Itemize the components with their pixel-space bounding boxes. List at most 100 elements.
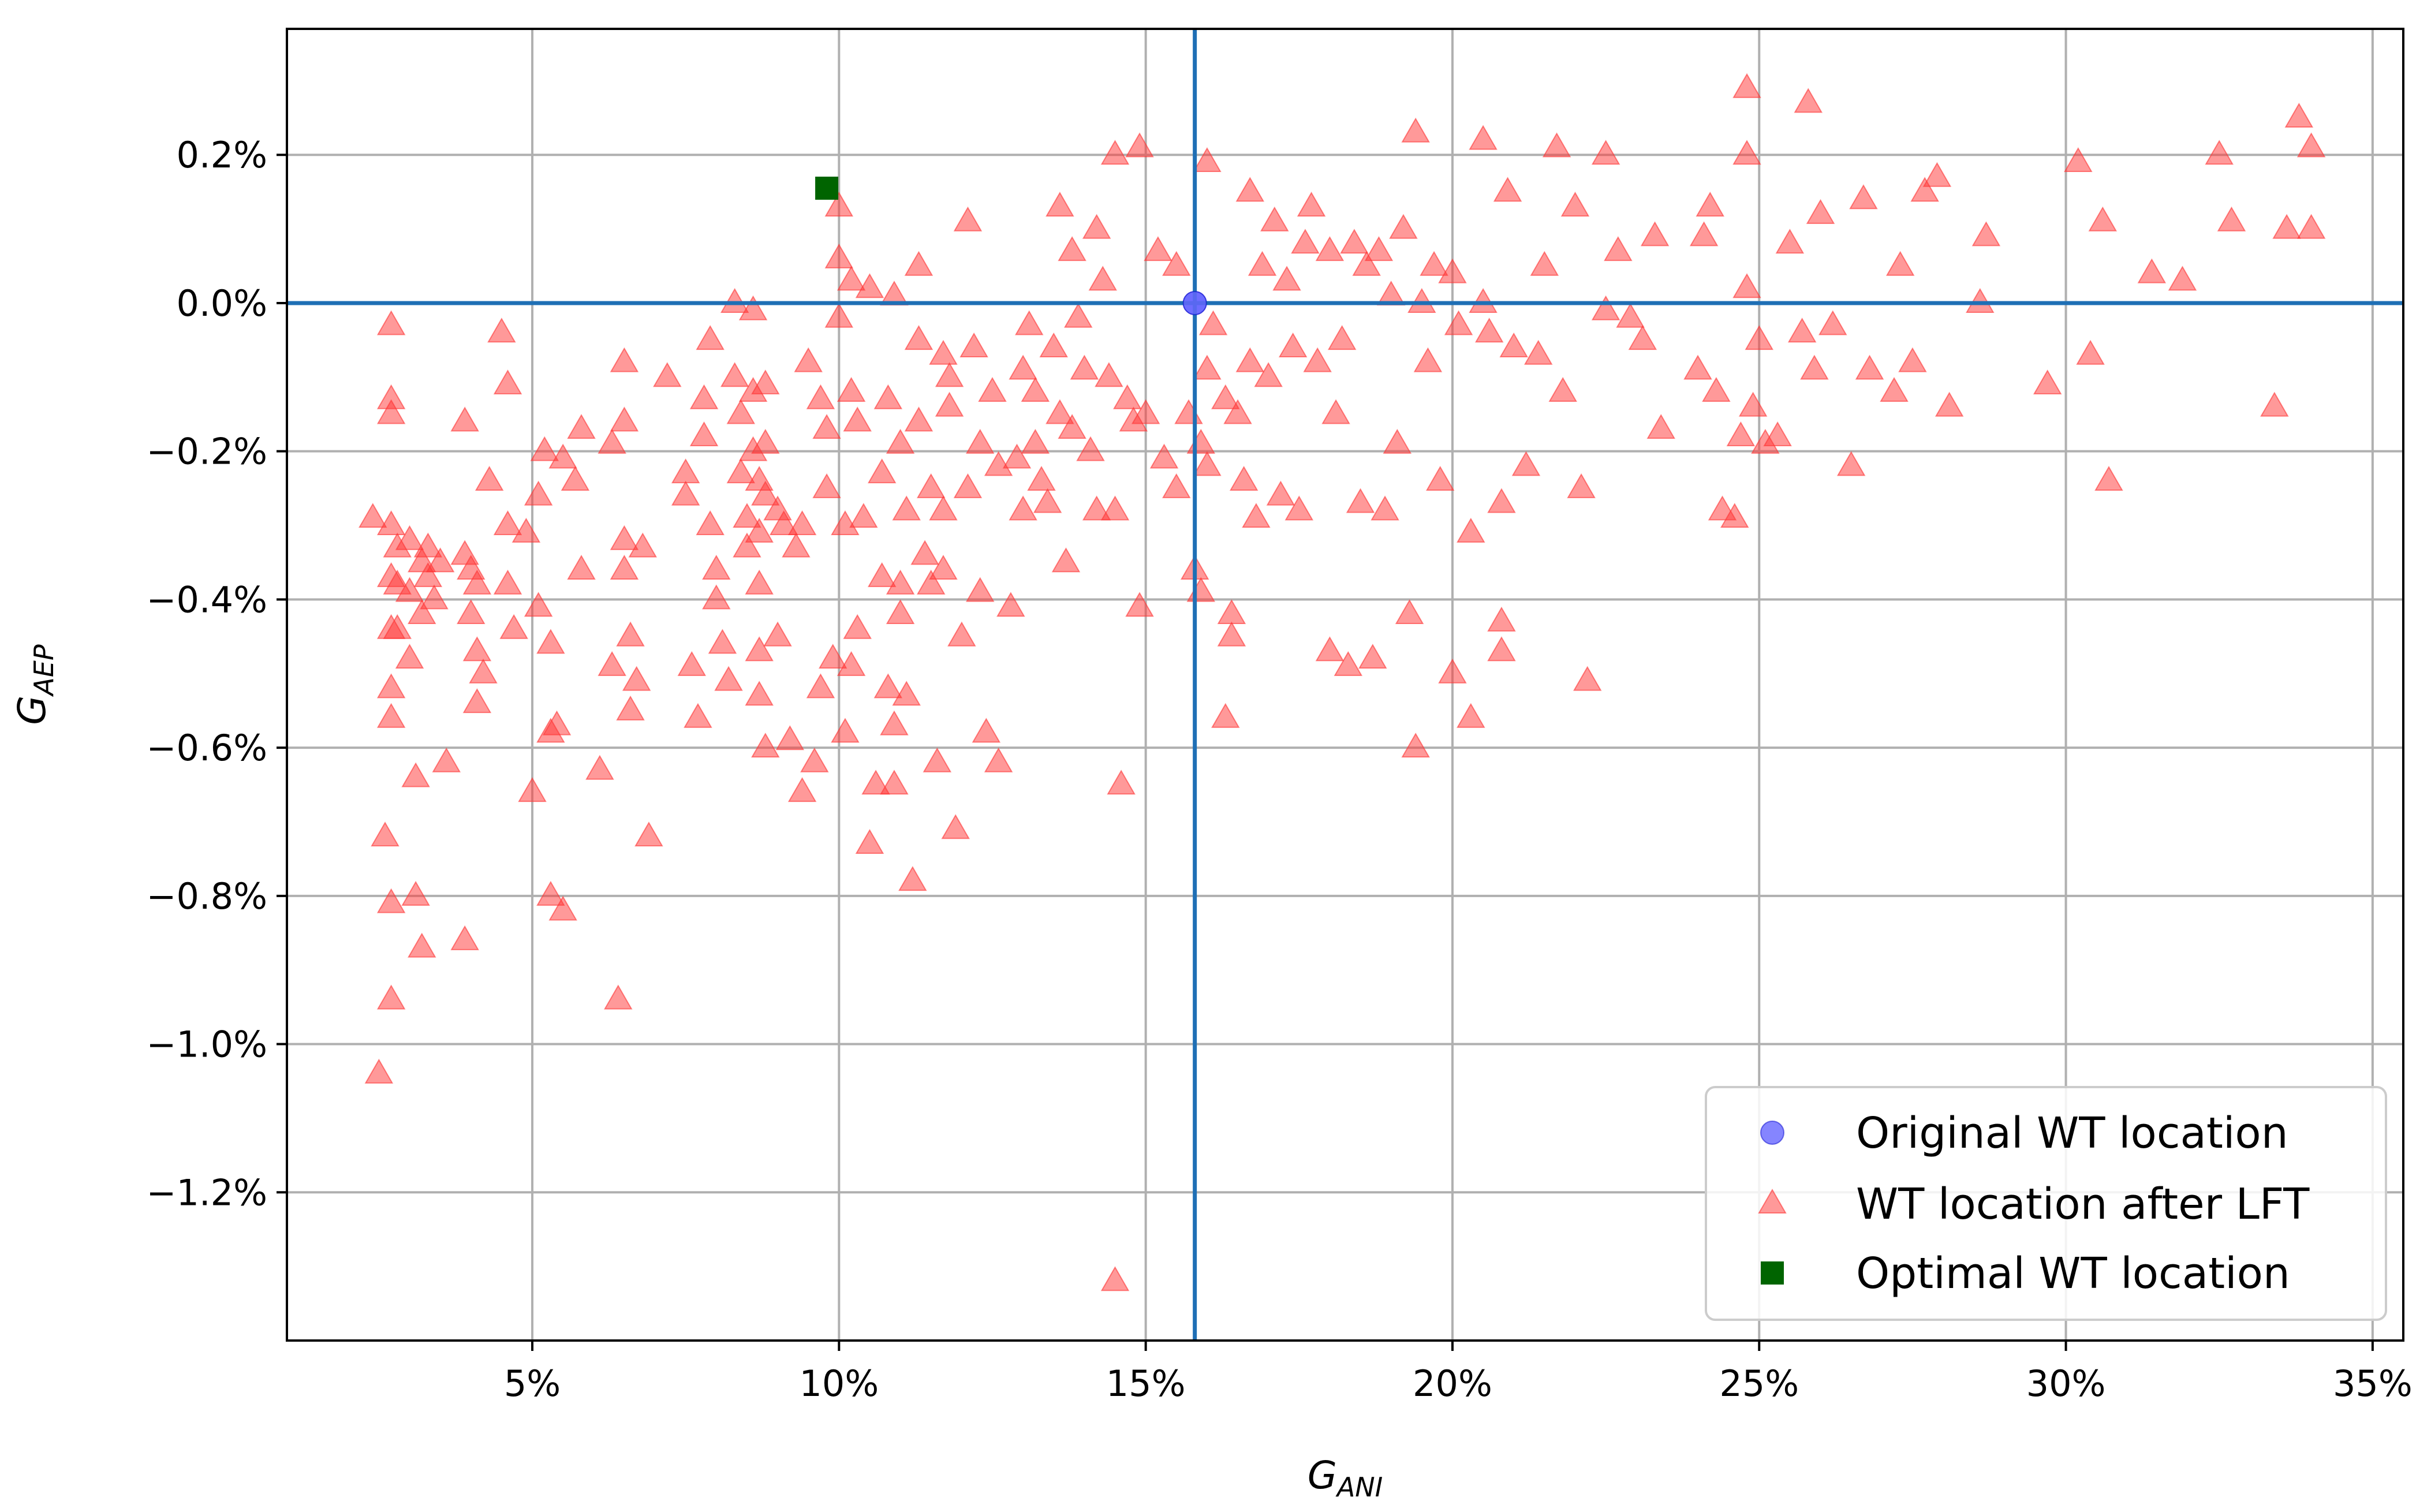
lft-point	[831, 510, 860, 536]
lft-point	[1217, 599, 1246, 625]
lft-point	[1683, 354, 1712, 380]
lft-point	[751, 369, 780, 395]
legend-marker	[1760, 1121, 1784, 1145]
lft-point	[1499, 332, 1528, 357]
lft-point	[1775, 229, 1805, 254]
lft-point	[1015, 310, 1044, 335]
legend-marker	[1758, 1188, 1787, 1214]
x-axis-label-sub: ANI	[1335, 1472, 1383, 1503]
lft-point	[806, 384, 835, 409]
lft-point	[849, 503, 878, 528]
lft-point	[984, 747, 1013, 772]
x-tick-label: 20%	[1413, 1362, 1492, 1405]
lft-point	[837, 651, 866, 676]
lft-point	[1898, 347, 1927, 372]
lft-point	[1487, 606, 1516, 632]
lft-point	[524, 480, 553, 506]
lft-point	[376, 703, 406, 728]
lft-point	[536, 880, 565, 906]
lft-point	[1297, 192, 1326, 217]
lft-point	[1186, 428, 1216, 454]
lft-point	[376, 399, 406, 424]
lft-point	[1107, 770, 1136, 795]
lft-point	[1064, 303, 1093, 328]
lft-point	[616, 695, 645, 720]
legend-marker	[1761, 1261, 1784, 1285]
lft-point	[1039, 332, 1068, 357]
legend: Original WT location WT location after LF…	[1705, 1086, 2387, 1321]
lft-point	[1002, 443, 1032, 469]
lft-point	[462, 636, 492, 662]
lft-point	[1395, 599, 1424, 625]
lft-point	[1100, 495, 1130, 521]
lft-point	[518, 777, 547, 802]
lft-point	[610, 555, 639, 580]
lft-point	[892, 681, 921, 706]
data-points	[359, 73, 2326, 1291]
lft-point	[720, 362, 749, 387]
lft-point	[1628, 325, 1657, 350]
lft-point	[751, 733, 780, 758]
lft-point	[837, 376, 866, 402]
lft-point	[450, 925, 479, 950]
lft-point	[959, 332, 988, 357]
lft-point	[1787, 318, 1817, 343]
lft-point	[511, 517, 541, 543]
y-tick-label: −0.4%	[147, 578, 267, 621]
lft-point	[2284, 103, 2314, 128]
lft-point	[1413, 347, 1443, 372]
y-tick-label: −1.0%	[147, 1024, 267, 1066]
lft-point	[1389, 214, 1418, 239]
lft-point	[1738, 391, 1768, 417]
lft-point	[886, 599, 915, 625]
lft-point	[1604, 236, 1633, 262]
lft-point	[794, 347, 823, 372]
lft-point	[395, 525, 424, 550]
lft-point	[2272, 214, 2301, 239]
lft-point	[420, 584, 449, 610]
lft-point	[714, 666, 743, 691]
lft-point	[1193, 354, 1222, 380]
lft-point	[2296, 214, 2326, 239]
lft-point	[1125, 132, 1154, 158]
x-axis-label: GANI	[1308, 1453, 1383, 1503]
lft-point	[953, 206, 983, 232]
lft-point	[843, 406, 872, 432]
lft-point	[1855, 354, 1884, 380]
lft-point	[1922, 162, 1952, 187]
lft-point	[1794, 88, 1823, 113]
lft-point	[868, 458, 897, 484]
lft-point	[542, 710, 572, 736]
lft-point	[1082, 214, 1111, 239]
optimal-point	[815, 176, 839, 200]
y-axis-label-sub: AEP	[28, 644, 59, 697]
original-point	[1182, 290, 1207, 315]
lft-point	[880, 770, 909, 795]
lft-point	[671, 480, 700, 506]
lft-point	[475, 465, 504, 491]
lft-point	[1229, 465, 1259, 491]
lft-point	[1732, 273, 1761, 298]
lft-point	[996, 592, 1025, 617]
lft-point	[1567, 473, 1596, 498]
lft-point	[751, 480, 780, 506]
lft-point	[499, 614, 528, 639]
lft-point	[1100, 1266, 1130, 1291]
y-tick-label: 0.0%	[176, 282, 267, 324]
lft-point	[1885, 251, 1915, 276]
lft-point	[1303, 347, 1332, 372]
lft-point	[2205, 140, 2234, 165]
lft-point	[1327, 325, 1357, 350]
lft-point	[548, 443, 577, 469]
lft-point	[383, 614, 412, 639]
lft-point	[1720, 503, 1749, 528]
lft-point	[457, 599, 486, 625]
lft-point	[745, 569, 774, 595]
lft-point	[2088, 206, 2118, 232]
lft-point	[1235, 177, 1265, 202]
lft-point	[1371, 495, 1399, 521]
lft-point	[432, 747, 461, 772]
lft-point	[1966, 288, 1995, 313]
lft-point	[1469, 125, 1498, 150]
lft-point	[1100, 140, 1130, 165]
